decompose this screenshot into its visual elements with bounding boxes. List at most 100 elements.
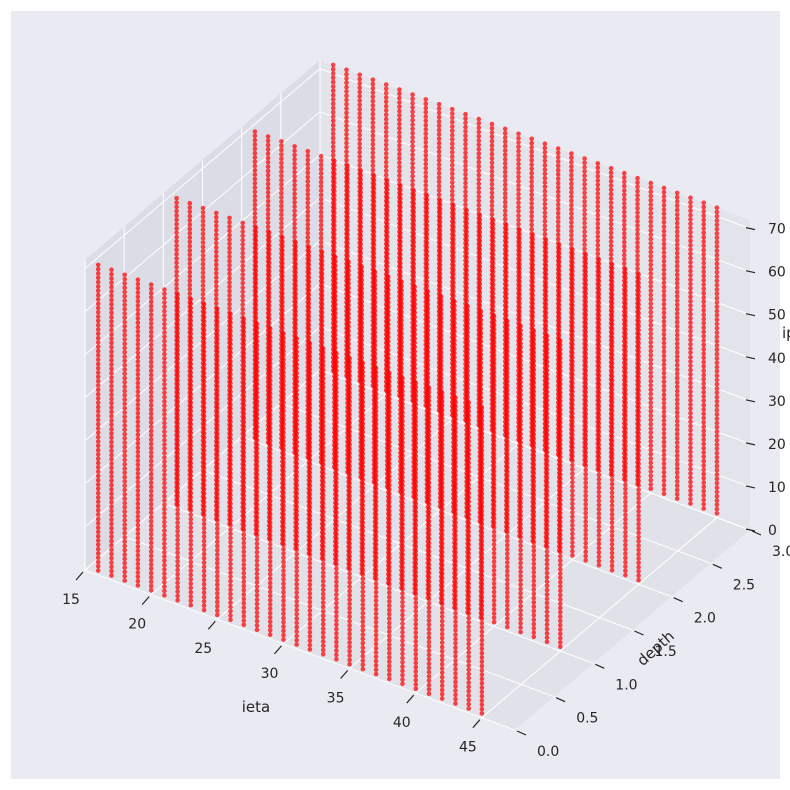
data-point [266, 316, 272, 322]
data-point [357, 76, 363, 82]
data-point [674, 483, 680, 489]
data-point [529, 201, 534, 206]
data-point [609, 520, 615, 526]
data-point [636, 409, 641, 415]
data-point [582, 173, 587, 178]
data-point [529, 158, 534, 163]
data-point [622, 252, 627, 258]
data-point [305, 230, 311, 236]
data-point [187, 239, 193, 245]
data-point [476, 190, 482, 195]
data-point [636, 504, 641, 510]
data-point [595, 161, 601, 166]
data-point [569, 168, 574, 174]
data-point [530, 293, 535, 298]
data-point [596, 550, 602, 555]
data-point [489, 134, 495, 140]
data-point [582, 212, 587, 217]
data-point [582, 225, 587, 230]
data-point [451, 207, 456, 212]
data-point [330, 114, 336, 119]
data-point [701, 342, 706, 348]
data-point [636, 440, 641, 445]
data-point [623, 271, 628, 277]
data-point [330, 144, 336, 149]
data-point [227, 258, 232, 264]
data-point [332, 232, 337, 237]
data-point [357, 132, 363, 138]
data-point [688, 492, 693, 498]
data-point [674, 444, 680, 450]
data-point [344, 89, 349, 94]
data-point [490, 217, 496, 223]
data-point [529, 188, 534, 193]
data-point [410, 100, 415, 106]
data-point [714, 205, 720, 210]
data-point [623, 417, 628, 423]
data-point [596, 451, 602, 456]
data-point [583, 489, 588, 494]
data-point [674, 190, 680, 196]
data-point [688, 277, 693, 283]
data-point [345, 215, 350, 220]
data-point [569, 241, 574, 247]
data-point [596, 545, 602, 551]
data-point [345, 172, 350, 177]
data-point [596, 283, 602, 288]
data-point [701, 333, 706, 339]
data-point [463, 167, 468, 173]
data-point [674, 345, 680, 351]
data-point [516, 170, 521, 175]
data-point [502, 199, 508, 205]
data-point [622, 226, 627, 232]
data-point [714, 433, 720, 439]
data-point [570, 281, 575, 287]
data-point [648, 288, 654, 294]
data-point [556, 259, 562, 265]
data-point [464, 212, 469, 217]
data-point [583, 463, 588, 468]
data-point [227, 271, 232, 277]
data-point [490, 243, 496, 249]
data-point [410, 105, 415, 110]
data-point [636, 530, 641, 535]
data-point [464, 242, 469, 248]
data-point [451, 237, 456, 243]
data-point [674, 423, 680, 428]
data-point [570, 359, 575, 365]
data-point [476, 138, 482, 143]
data-point [609, 490, 615, 496]
data-point [330, 118, 336, 124]
data-point [543, 237, 549, 243]
data-point [476, 207, 482, 212]
data-point [240, 311, 245, 316]
data-point [543, 289, 549, 294]
data-point [636, 573, 641, 578]
data-point [570, 527, 575, 532]
data-point [398, 209, 403, 214]
data-point [437, 249, 443, 255]
data-point [464, 298, 469, 304]
data-point [674, 259, 680, 265]
data-point [265, 194, 271, 200]
data-point [516, 187, 521, 193]
data-point [252, 163, 258, 169]
data-point [661, 405, 667, 410]
data-point [384, 213, 390, 218]
data-point [583, 273, 588, 279]
data-point [674, 285, 680, 290]
data-point [410, 122, 415, 127]
data-point [569, 177, 574, 182]
data-point [570, 260, 575, 266]
data-point [477, 269, 483, 274]
data-point [358, 220, 364, 225]
data-point [463, 133, 468, 138]
data-point [701, 424, 706, 430]
data-point [292, 200, 297, 205]
data-point [516, 140, 521, 145]
data-point [450, 158, 455, 164]
data-point [437, 254, 443, 259]
data-point [595, 174, 601, 179]
data-point [701, 338, 706, 343]
data-point [570, 312, 575, 317]
